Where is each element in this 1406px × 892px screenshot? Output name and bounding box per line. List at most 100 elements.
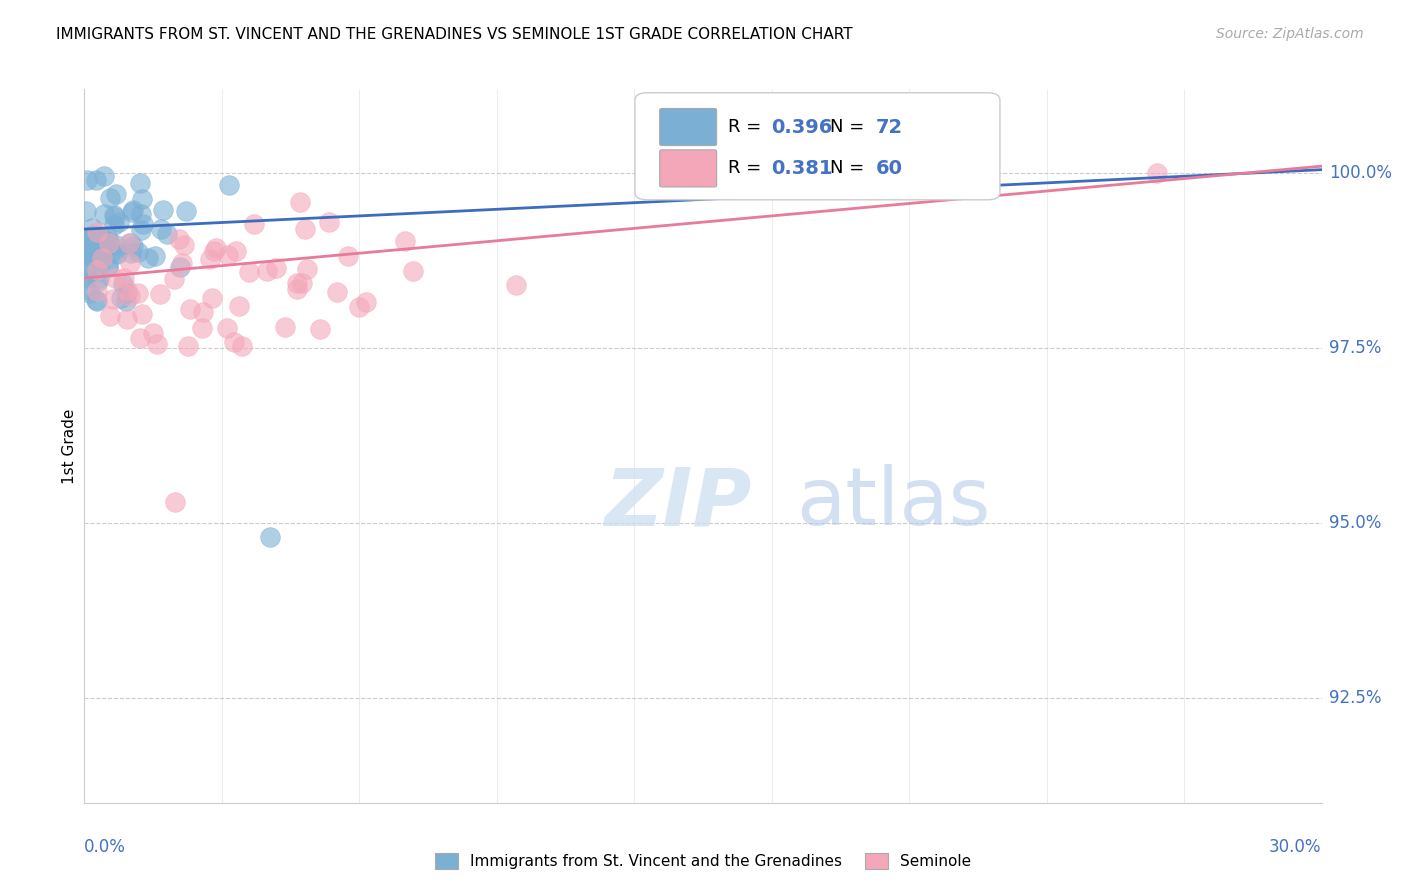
Point bbox=[131, 192, 153, 206]
Point bbox=[238, 265, 260, 279]
Point bbox=[104, 211, 127, 225]
Point bbox=[287, 282, 309, 296]
Point bbox=[82, 227, 104, 242]
Point bbox=[176, 339, 198, 353]
Point bbox=[215, 321, 238, 335]
Text: atlas: atlas bbox=[796, 464, 990, 542]
Point bbox=[84, 172, 107, 186]
Point bbox=[97, 260, 120, 274]
Point bbox=[75, 271, 97, 285]
Point bbox=[75, 204, 97, 219]
Point bbox=[97, 259, 120, 273]
Point bbox=[131, 307, 153, 321]
Y-axis label: 1st Grade: 1st Grade bbox=[62, 409, 77, 483]
Text: 30.0%: 30.0% bbox=[1270, 838, 1322, 856]
Point bbox=[87, 271, 110, 285]
Point bbox=[218, 178, 240, 193]
Point bbox=[76, 238, 98, 252]
Point bbox=[325, 285, 347, 300]
Point bbox=[80, 247, 103, 261]
Point bbox=[127, 244, 149, 259]
Point bbox=[217, 248, 239, 262]
Point bbox=[84, 293, 107, 308]
Point bbox=[122, 238, 145, 252]
Point bbox=[91, 252, 114, 266]
Point bbox=[285, 277, 308, 291]
Text: 0.396: 0.396 bbox=[770, 118, 832, 136]
Point bbox=[84, 246, 107, 260]
Point bbox=[76, 237, 98, 252]
Point bbox=[120, 246, 142, 260]
Point bbox=[347, 301, 370, 315]
Point bbox=[107, 245, 129, 260]
Point bbox=[152, 203, 174, 218]
Point bbox=[118, 236, 141, 251]
Point bbox=[76, 260, 98, 274]
Point bbox=[104, 271, 127, 285]
Point bbox=[318, 215, 340, 229]
Point bbox=[101, 292, 124, 306]
Text: N =: N = bbox=[831, 160, 870, 178]
Point bbox=[115, 283, 138, 297]
Legend: Immigrants from St. Vincent and the Grenadines, Seminole: Immigrants from St. Vincent and the Gren… bbox=[429, 847, 977, 875]
Point bbox=[231, 339, 253, 353]
Point bbox=[87, 231, 110, 245]
Point bbox=[108, 215, 131, 229]
Point bbox=[86, 263, 108, 277]
Point bbox=[115, 285, 138, 300]
Point bbox=[105, 247, 128, 261]
Point bbox=[86, 274, 108, 288]
Point bbox=[156, 227, 179, 242]
Point bbox=[294, 222, 316, 236]
Point bbox=[174, 204, 197, 219]
Point bbox=[127, 285, 149, 300]
Point bbox=[167, 232, 190, 246]
Point bbox=[142, 326, 165, 340]
Point bbox=[122, 203, 145, 218]
Text: Source: ZipAtlas.com: Source: ZipAtlas.com bbox=[1216, 27, 1364, 41]
Point bbox=[308, 322, 330, 336]
Point bbox=[90, 251, 112, 265]
Point bbox=[114, 293, 136, 308]
Point bbox=[243, 217, 266, 231]
Point bbox=[165, 495, 187, 509]
Text: IMMIGRANTS FROM ST. VINCENT AND THE GRENADINES VS SEMINOLE 1ST GRADE CORRELATION: IMMIGRANTS FROM ST. VINCENT AND THE GREN… bbox=[56, 27, 853, 42]
Text: 60: 60 bbox=[876, 159, 903, 178]
Point bbox=[89, 233, 111, 247]
Point bbox=[83, 230, 105, 244]
Point bbox=[129, 207, 152, 221]
Point bbox=[112, 271, 135, 285]
Point bbox=[1146, 166, 1168, 180]
Point bbox=[394, 234, 416, 248]
Point bbox=[291, 276, 314, 290]
Point bbox=[205, 241, 228, 255]
Point bbox=[93, 169, 115, 184]
Point bbox=[103, 208, 125, 222]
Point bbox=[98, 238, 121, 252]
Point bbox=[75, 248, 97, 262]
Point bbox=[79, 286, 101, 301]
Point bbox=[131, 218, 153, 232]
Point bbox=[179, 302, 201, 317]
Point bbox=[117, 311, 139, 326]
Point bbox=[98, 191, 121, 205]
Point bbox=[138, 252, 160, 266]
Text: 97.5%: 97.5% bbox=[1329, 339, 1381, 357]
Point bbox=[146, 337, 169, 351]
Point bbox=[128, 176, 150, 190]
Point bbox=[86, 284, 108, 298]
Point bbox=[256, 264, 278, 278]
Point bbox=[224, 335, 246, 350]
Point bbox=[505, 277, 527, 292]
Text: R =: R = bbox=[728, 160, 766, 178]
Point bbox=[354, 295, 377, 310]
Point bbox=[104, 187, 127, 202]
Point bbox=[86, 225, 108, 239]
Point bbox=[228, 299, 250, 313]
Point bbox=[121, 205, 143, 219]
Point bbox=[105, 237, 128, 252]
Point bbox=[75, 246, 97, 260]
Text: N =: N = bbox=[831, 118, 870, 136]
Point bbox=[91, 232, 114, 246]
Point bbox=[117, 236, 139, 251]
